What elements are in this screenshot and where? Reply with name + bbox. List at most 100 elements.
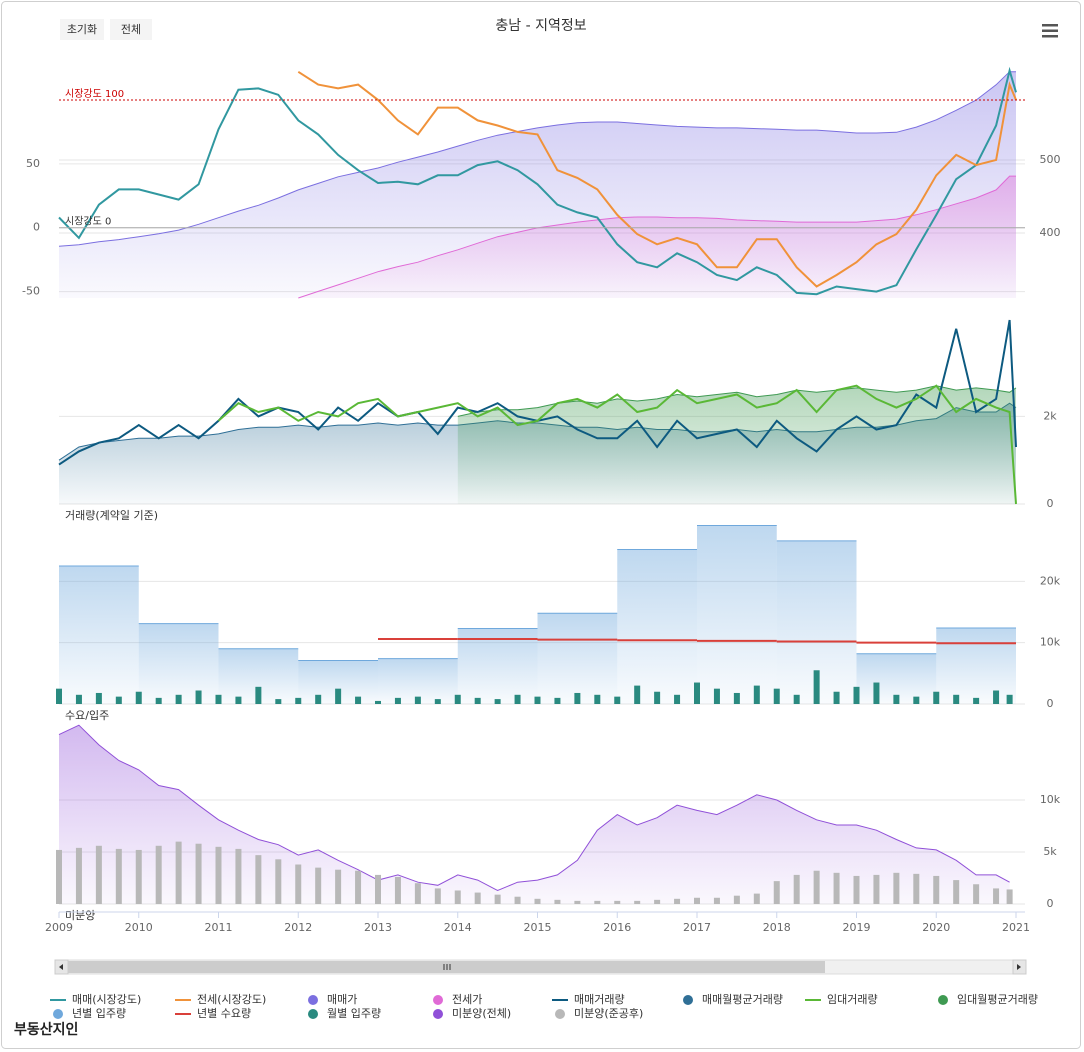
y-tick-label: 0 xyxy=(33,221,40,234)
bar xyxy=(614,696,621,704)
line xyxy=(217,384,1017,505)
scrollbar[interactable] xyxy=(54,959,1027,975)
bar xyxy=(853,686,860,704)
bar xyxy=(753,893,760,904)
legend-item[interactable]: 임대거래량 xyxy=(805,993,878,1006)
legend-item[interactable]: 전세가 xyxy=(433,993,482,1006)
area-line xyxy=(58,724,1010,892)
step-area xyxy=(537,613,618,704)
bar xyxy=(375,700,381,704)
bar xyxy=(873,682,880,704)
bar xyxy=(255,686,262,704)
step-area xyxy=(378,658,458,704)
step-area xyxy=(697,525,777,704)
legend-item[interactable]: 미분양(전체) xyxy=(433,1007,511,1020)
bar xyxy=(933,691,940,704)
legend-label: 미분양(준공후) xyxy=(574,1007,643,1020)
legend-label: 미분양(전체) xyxy=(452,1007,511,1020)
legend-item[interactable]: 미분양(준공후) xyxy=(555,1007,643,1020)
x-tick-label: 2013 xyxy=(364,921,392,934)
bar xyxy=(554,899,561,904)
plot-line-label: 시장강도 0 xyxy=(65,216,111,228)
area xyxy=(59,725,1010,904)
logo: 부동산지인 xyxy=(14,1021,78,1038)
reset-button[interactable]: 초기화 xyxy=(60,19,104,40)
bar xyxy=(255,855,262,904)
bar xyxy=(973,697,980,704)
y-tick-label: 0 xyxy=(1047,897,1054,910)
x-tick-label: 2018 xyxy=(763,921,791,934)
bar xyxy=(853,875,860,904)
bar xyxy=(634,900,641,904)
panel-label: 거래량(계약일 기준) xyxy=(65,508,158,522)
bar xyxy=(554,697,561,704)
bar xyxy=(56,849,62,904)
bar xyxy=(135,691,142,704)
x-tick-label: 2010 xyxy=(125,921,153,934)
bar xyxy=(993,888,1000,904)
menu-bar[interactable] xyxy=(1042,35,1058,38)
bar xyxy=(75,847,82,904)
x-tick-label: 2019 xyxy=(843,921,871,934)
plot-line-label: 시장강도 100 xyxy=(65,88,124,100)
bar xyxy=(414,883,421,904)
legend-item[interactable]: 매매(시장강도) xyxy=(50,993,141,1006)
legend-item[interactable]: 매매거래량 xyxy=(552,993,625,1006)
panel-label: 수요/입주 xyxy=(65,709,109,722)
step-area xyxy=(457,628,538,704)
bar xyxy=(295,697,302,704)
legend-item[interactable]: 전세(시장강도) xyxy=(175,993,266,1006)
bar xyxy=(893,872,900,904)
bar xyxy=(773,688,780,704)
bar xyxy=(913,696,920,704)
legend-label: 전세(시장강도) xyxy=(197,993,266,1006)
menu-bar[interactable] xyxy=(1042,24,1058,27)
bar xyxy=(235,696,242,704)
bar xyxy=(75,694,82,704)
line xyxy=(297,70,1017,288)
bar xyxy=(1006,694,1013,704)
menu-bar[interactable] xyxy=(1042,29,1058,33)
bar xyxy=(115,696,122,704)
bar xyxy=(534,898,541,904)
button-bg[interactable] xyxy=(110,19,152,40)
legend-label: 매매거래량 xyxy=(574,993,625,1006)
legend-label: 월별 입주량 xyxy=(327,1007,381,1020)
legend-dot xyxy=(433,995,443,1005)
bar xyxy=(215,694,222,704)
menu-button[interactable] xyxy=(1042,24,1058,38)
legend-item[interactable]: 매매월평균거래량 xyxy=(683,993,783,1006)
bar xyxy=(813,870,820,904)
x-tick-label: 2017 xyxy=(683,921,711,934)
bar xyxy=(95,692,102,704)
legend-dot xyxy=(433,1009,443,1019)
legend-item[interactable]: 년별 수요량 xyxy=(175,1007,251,1020)
bar xyxy=(733,895,740,904)
bar xyxy=(474,892,481,904)
x-tick-label: 2014 xyxy=(444,921,472,934)
bar xyxy=(574,692,581,704)
bar xyxy=(175,841,182,904)
bar xyxy=(514,694,521,704)
line xyxy=(58,66,1017,296)
button-bg[interactable] xyxy=(60,19,104,40)
bar xyxy=(175,694,182,704)
button-label[interactable]: 전체 xyxy=(121,23,141,36)
bar xyxy=(95,845,102,904)
all-button[interactable]: 전체 xyxy=(110,19,152,40)
legend-item[interactable]: 년별 입주량 xyxy=(53,1007,126,1020)
button-label[interactable]: 초기화 xyxy=(67,23,97,36)
area-line xyxy=(298,175,1016,299)
legend-item[interactable]: 매매가 xyxy=(308,993,357,1006)
bar xyxy=(793,694,800,704)
step-area xyxy=(59,566,139,704)
bar xyxy=(295,864,302,904)
bar xyxy=(534,696,541,704)
legend-item[interactable]: 월별 입주량 xyxy=(308,1007,381,1020)
bar xyxy=(315,694,322,704)
legend-item[interactable]: 임대월평균거래량 xyxy=(938,993,1038,1006)
bar xyxy=(833,691,840,704)
x-tick-label: 2015 xyxy=(524,921,552,934)
